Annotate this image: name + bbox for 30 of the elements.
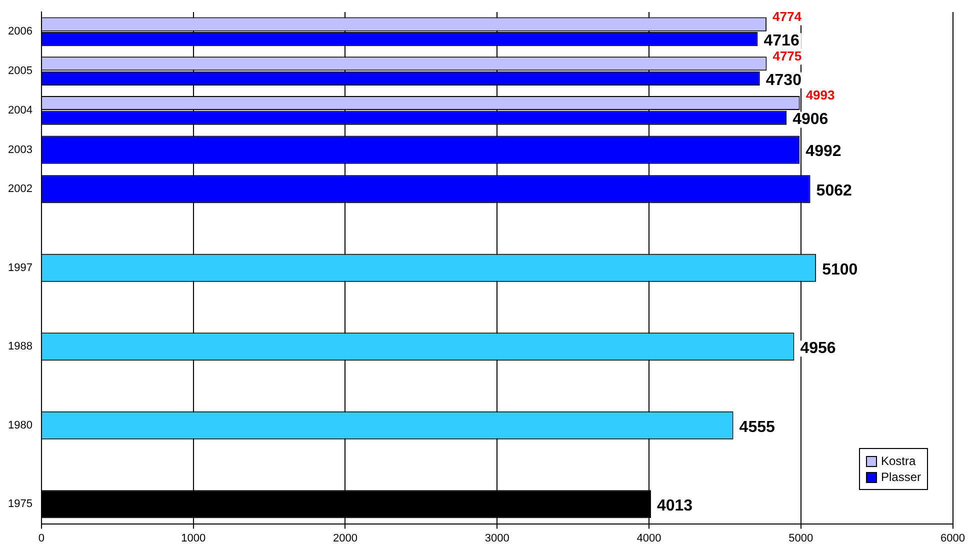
y-tick-label: 1980 [8, 419, 32, 432]
x-tick-label: 0 [38, 532, 45, 544]
legend-label: Plasser [880, 470, 921, 484]
data-label: 4775 [772, 48, 802, 64]
y-tick-label: 2002 [8, 183, 32, 196]
x-tick-label: 5000 [788, 532, 814, 544]
y-tick-label: 2003 [8, 144, 32, 156]
y-tick-label: 1988 [8, 340, 32, 353]
y-tick-label: 2005 [8, 65, 32, 78]
x-tick-label: 4000 [636, 532, 662, 544]
data-label: 4774 [772, 8, 802, 24]
x-tick-label: 1000 [181, 532, 206, 544]
y-tick-label: 1975 [8, 498, 32, 510]
x-tick-label: 6000 [940, 532, 966, 544]
y-tick-label: 2006 [8, 26, 32, 38]
y-tick-label: 2004 [8, 104, 32, 116]
data-label: 5100 [822, 261, 858, 278]
legend-label: Kostra [880, 454, 916, 468]
data-label: 4906 [792, 111, 828, 128]
data-label: 4730 [766, 72, 802, 89]
x-tick-label: 2000 [332, 532, 358, 544]
data-label: 5062 [816, 182, 852, 200]
data-label: 4993 [806, 88, 835, 103]
data-label: 4716 [764, 32, 800, 50]
data-label: 4013 [656, 498, 693, 515]
data-label: 4555 [739, 418, 775, 436]
data-label: 4992 [806, 143, 842, 160]
y-tick-label: 1997 [8, 262, 32, 274]
data-label: 4956 [800, 340, 836, 358]
x-tick-label: 3000 [484, 532, 510, 544]
